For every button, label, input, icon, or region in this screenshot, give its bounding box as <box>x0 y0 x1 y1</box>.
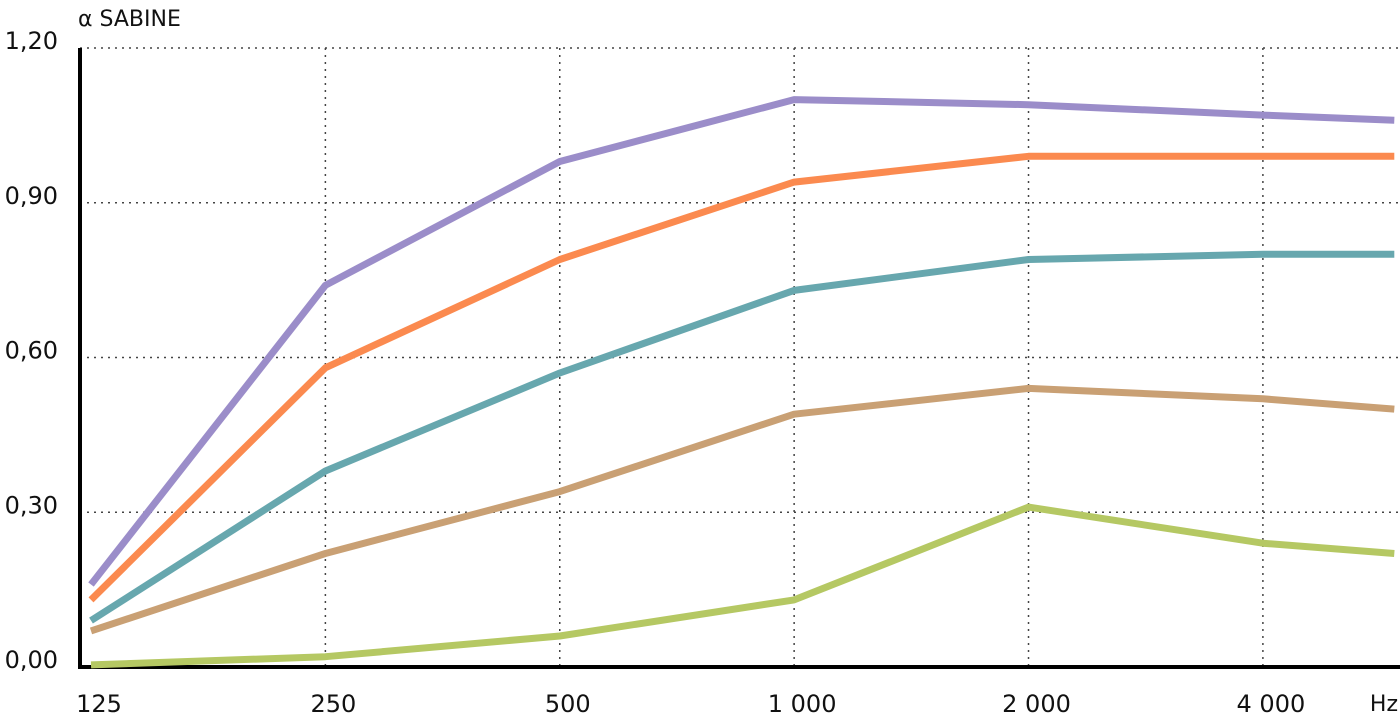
x-tick-label: 500 <box>545 690 591 718</box>
x-tick-label: 4 000 <box>1237 690 1306 718</box>
y-tick-label: 0,00 <box>5 646 58 674</box>
series-line <box>89 250 1395 624</box>
series-line <box>88 96 1395 587</box>
series-line <box>88 152 1395 603</box>
x-tick-label: 250 <box>310 690 356 718</box>
y-tick-label: 0,90 <box>5 182 58 210</box>
x-tick-label: 2 000 <box>1002 690 1071 718</box>
x-axis-label: Hz <box>1370 692 1398 717</box>
y-axis-label: α SABINE <box>78 7 181 32</box>
y-tick-label: 0,30 <box>5 491 58 519</box>
x-tick-label: 125 <box>76 690 122 718</box>
series-line <box>89 384 1395 635</box>
x-tick-label: 1 000 <box>768 690 837 718</box>
y-tick-label: 1,20 <box>5 27 58 55</box>
y-tick-label: 0,60 <box>5 337 58 365</box>
series-line <box>90 503 1395 669</box>
